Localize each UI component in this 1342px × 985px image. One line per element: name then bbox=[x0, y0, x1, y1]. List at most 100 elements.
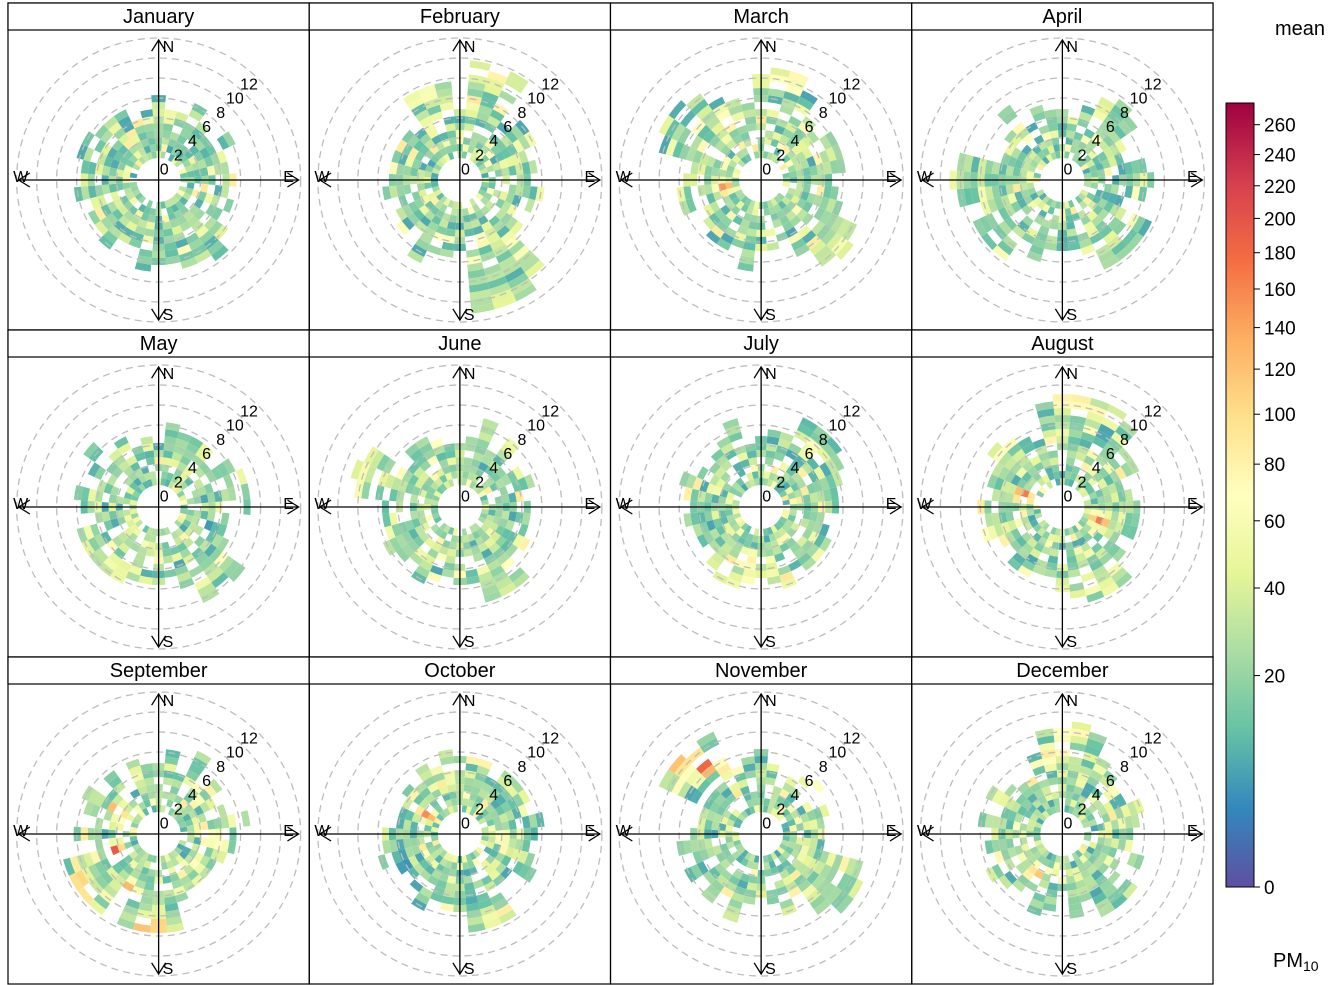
polar-cell bbox=[784, 486, 794, 495]
polar-cell bbox=[164, 199, 171, 208]
polar-cell bbox=[1010, 528, 1022, 540]
polar-cell bbox=[216, 850, 228, 864]
polar-cell bbox=[171, 879, 183, 890]
polar-cell bbox=[134, 486, 144, 495]
polar-cell bbox=[731, 765, 745, 776]
polar-cell bbox=[1084, 418, 1102, 430]
panel-strip bbox=[7, 656, 310, 685]
polar-cell bbox=[467, 268, 486, 279]
polar-cell bbox=[430, 850, 440, 860]
polar-cell bbox=[708, 212, 721, 226]
grid-circle bbox=[15, 364, 302, 650]
polar-cell bbox=[683, 513, 693, 528]
polar-cell bbox=[436, 159, 445, 168]
polar-cell bbox=[484, 864, 496, 875]
polar-cell bbox=[766, 806, 774, 815]
polar-cell bbox=[498, 255, 517, 270]
polar-cell bbox=[134, 519, 144, 528]
polar-cell bbox=[1097, 208, 1110, 221]
polar-cell bbox=[1014, 812, 1024, 823]
polar-cell bbox=[1069, 589, 1087, 599]
polar-cell bbox=[439, 756, 454, 766]
polar-cell bbox=[517, 523, 529, 537]
polar-cell bbox=[998, 207, 1010, 221]
polar-cell bbox=[415, 892, 430, 905]
polar-cell bbox=[123, 210, 134, 221]
polar-cell bbox=[464, 443, 477, 452]
polar-cell bbox=[779, 869, 790, 880]
polar-cell bbox=[483, 590, 502, 603]
polar-cell bbox=[384, 474, 396, 489]
polar-cell bbox=[706, 155, 716, 168]
polar-cell bbox=[1083, 144, 1093, 155]
polar-cell bbox=[166, 799, 174, 808]
polar-cell bbox=[472, 225, 484, 236]
compass-label: S bbox=[464, 307, 475, 324]
polar-cell bbox=[132, 817, 141, 825]
polar-cell bbox=[745, 206, 754, 215]
polar-cell bbox=[170, 530, 180, 540]
polar-cell bbox=[1034, 821, 1043, 829]
polar-cell bbox=[1103, 884, 1118, 898]
polar-cell bbox=[119, 911, 137, 923]
polar-cell bbox=[1007, 192, 1018, 205]
polar-cell bbox=[431, 835, 439, 842]
polar-cell bbox=[73, 186, 84, 202]
polar-cell bbox=[1089, 559, 1104, 572]
polar-cell bbox=[1064, 201, 1070, 209]
radial-tick-label: 12 bbox=[240, 77, 258, 94]
polar-cell bbox=[481, 782, 493, 793]
polar-cell bbox=[166, 206, 174, 215]
polar-cell bbox=[489, 849, 499, 859]
polar-cell bbox=[183, 864, 194, 875]
polar-cell bbox=[101, 165, 111, 176]
polar-cell bbox=[685, 198, 697, 213]
polar-cell bbox=[169, 546, 180, 556]
polar-cell bbox=[447, 152, 455, 161]
polar-cell bbox=[671, 123, 686, 142]
polar-cell bbox=[1077, 231, 1090, 242]
radial-tick-label: 12 bbox=[843, 404, 861, 421]
polar-cell bbox=[1103, 116, 1118, 130]
polar-cell bbox=[1124, 839, 1134, 853]
polar-cell bbox=[712, 812, 723, 823]
polar-cell bbox=[1120, 462, 1134, 477]
polar-cell bbox=[164, 895, 177, 905]
polar-cell bbox=[439, 849, 448, 858]
polar-cell bbox=[521, 161, 531, 175]
colorbar-tick-label: 160 bbox=[1264, 280, 1296, 301]
polar-cell bbox=[1050, 806, 1057, 815]
polar-cell bbox=[414, 198, 425, 209]
compass-label: N bbox=[1066, 39, 1078, 56]
polar-cell bbox=[188, 109, 204, 122]
polar-cell bbox=[194, 249, 212, 264]
radial-tick-label: 2 bbox=[475, 147, 484, 164]
polar-cell bbox=[108, 183, 118, 193]
polar-cell bbox=[408, 201, 419, 213]
polar-cell bbox=[161, 144, 168, 152]
polar-cell bbox=[183, 210, 194, 221]
polar-cell bbox=[1080, 134, 1092, 145]
polar-cell bbox=[1097, 862, 1110, 875]
polar-cell bbox=[83, 525, 95, 540]
polar-cell bbox=[143, 533, 152, 542]
polar-cell bbox=[489, 809, 499, 819]
polar-cell bbox=[1029, 519, 1039, 528]
radial-tick-label: 0 bbox=[762, 815, 771, 832]
polar-cell bbox=[1064, 528, 1070, 536]
polar-cell bbox=[413, 208, 425, 221]
polar-cell bbox=[140, 895, 153, 905]
polar-cell bbox=[730, 532, 741, 543]
polar-cell bbox=[706, 519, 716, 532]
polar-cell bbox=[474, 231, 487, 242]
polar-cell bbox=[806, 809, 817, 822]
polar-cell bbox=[742, 763, 756, 773]
polar-cell bbox=[500, 528, 512, 540]
polar-cell bbox=[1077, 445, 1090, 456]
polar-cell bbox=[176, 869, 188, 880]
polar-cell bbox=[1087, 476, 1098, 487]
polar-cell bbox=[466, 756, 481, 766]
polar-cell bbox=[498, 90, 517, 105]
polar-cell bbox=[433, 189, 442, 197]
